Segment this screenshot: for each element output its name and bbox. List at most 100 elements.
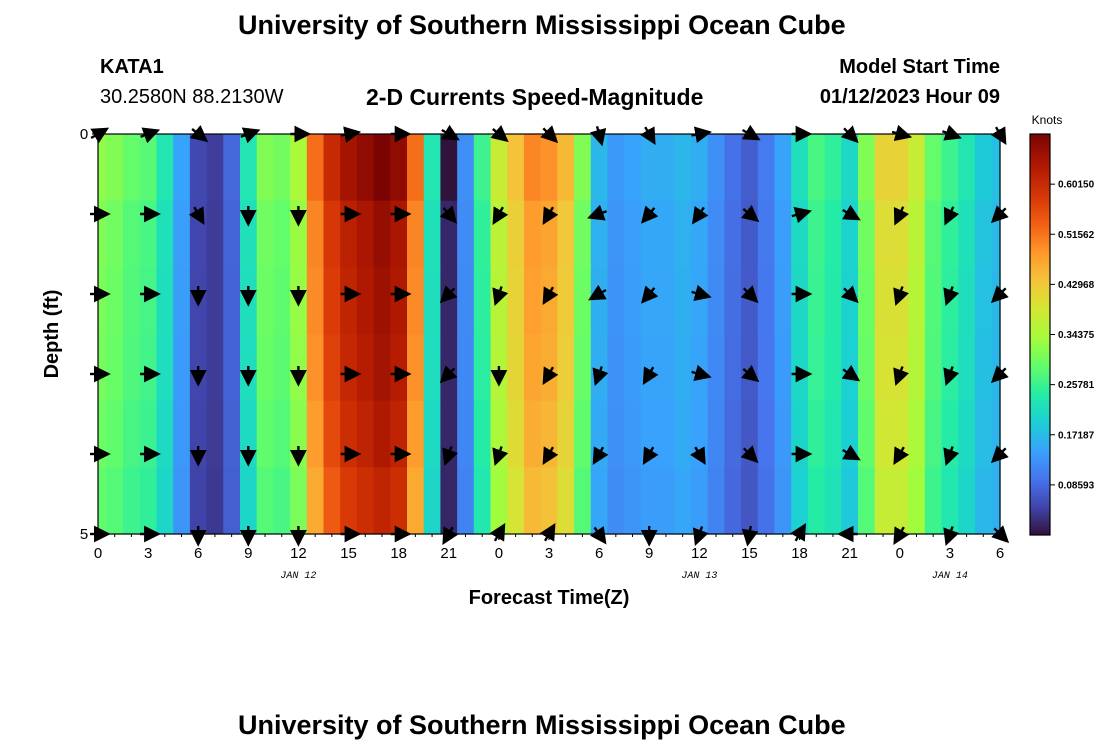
x-tick-label: 6 (595, 545, 603, 562)
heatmap-cell (490, 400, 508, 468)
heatmap-cell (674, 467, 692, 535)
heatmap-cell (457, 200, 475, 268)
heatmap-cell (490, 134, 508, 202)
heatmap-cell (173, 267, 191, 335)
heatmap-cell (724, 200, 742, 268)
heatmap-cell (407, 267, 425, 335)
heatmap-cell (373, 400, 391, 468)
heatmap-cell (590, 134, 609, 202)
heatmap-cell (123, 400, 141, 468)
heatmap-cell (574, 267, 592, 335)
heatmap-cell (457, 267, 475, 335)
current-arrow (841, 364, 861, 382)
heatmap-cell (807, 200, 826, 268)
heatmap-cell (874, 134, 893, 202)
heatmap-cell (206, 467, 224, 535)
current-arrow (542, 366, 559, 386)
heatmap-cell (557, 267, 575, 335)
heatmap-cell (607, 134, 625, 202)
heatmap-cell (123, 267, 141, 335)
heatmap-cell (473, 134, 492, 202)
heatmap-cell (791, 200, 809, 268)
heatmap-cell (724, 134, 742, 202)
heatmap-cell (607, 400, 625, 468)
heatmap-cell (540, 200, 558, 268)
heatmap-cell (356, 400, 375, 468)
heatmap-cell (106, 134, 124, 202)
y-tick-label: 5 (80, 526, 88, 543)
heatmap-cell (807, 267, 826, 335)
heatmap-cell (256, 134, 274, 202)
heatmap-cell (223, 267, 241, 335)
heatmap-cell (256, 400, 274, 468)
heatmap-cell (807, 467, 826, 535)
heatmap-cell (290, 467, 308, 535)
x-tick-label: 18 (390, 545, 407, 562)
heatmap-cell (657, 334, 675, 402)
colorbar-label: Knots (1032, 113, 1063, 127)
colorbar-tick-label: 0.34375 (1058, 330, 1095, 341)
current-arrow (642, 366, 659, 386)
heatmap-cell (974, 134, 993, 202)
heatmap-cell (223, 334, 241, 402)
heatmap-cell (690, 200, 709, 268)
current-arrow (840, 285, 859, 304)
heatmap-cell (173, 334, 191, 402)
heatmap-cell (98, 200, 107, 268)
heatmap-cell (774, 267, 792, 335)
current-arrow (740, 445, 759, 464)
heatmap-cell (958, 400, 976, 468)
heatmap-cell (123, 334, 141, 402)
plot-subtitle: 2-D Currents Speed-Magnitude (366, 84, 704, 110)
heatmap-cell (473, 334, 492, 402)
heatmap-cell (824, 200, 842, 268)
heatmap-cell (774, 467, 792, 535)
heatmap-cell (824, 267, 842, 335)
heatmap-cell (340, 267, 358, 335)
heatmap-cell (607, 467, 625, 535)
heatmap-cell (340, 400, 358, 468)
heatmap-cell (98, 134, 107, 202)
heatmap-cell (991, 200, 1001, 268)
heatmap-cell (356, 134, 375, 202)
current-arrow (641, 285, 659, 304)
current-arrow (842, 204, 861, 221)
x-tick-label: 3 (545, 545, 553, 562)
heatmap-cell (540, 467, 558, 535)
heatmap-cell (273, 134, 291, 202)
heatmap-cell (707, 200, 725, 268)
heatmap-cell (841, 467, 859, 535)
heatmap-cell (156, 400, 174, 468)
heatmap-cell (908, 334, 926, 402)
heatmap-cell (540, 334, 558, 402)
x-tick-label: 3 (946, 545, 954, 562)
heatmap-cell (373, 134, 391, 202)
heatmap-cell (323, 267, 341, 335)
heatmap-cell (590, 267, 609, 335)
heatmap-cell (523, 200, 542, 268)
heatmap-cell (741, 134, 759, 202)
heatmap-cell (156, 267, 174, 335)
heatmap-cell (807, 400, 826, 468)
heatmap-cell (373, 467, 391, 535)
heatmap-cell (574, 134, 592, 202)
x-tick-label: 0 (896, 545, 904, 562)
heatmap-cell (707, 400, 725, 468)
heatmap-cell (156, 200, 174, 268)
x-tick-label: 3 (144, 545, 152, 562)
current-arrow (691, 205, 709, 225)
heatmap-cell (507, 134, 525, 202)
heatmap-cell (356, 467, 375, 535)
heatmap-cell (774, 200, 792, 268)
heatmap-cell (557, 467, 575, 535)
heatmap-cell (774, 334, 792, 402)
heatmap-cell (98, 467, 107, 535)
colorbar-tick-label: 0.60150 (1058, 180, 1095, 191)
heatmap-cell (306, 267, 325, 335)
heatmap-cell (390, 134, 408, 202)
heatmap-cell (106, 200, 124, 268)
x-tick-label: 21 (440, 545, 457, 562)
heatmap-cell (189, 200, 208, 268)
heatmap-cell (523, 467, 542, 535)
